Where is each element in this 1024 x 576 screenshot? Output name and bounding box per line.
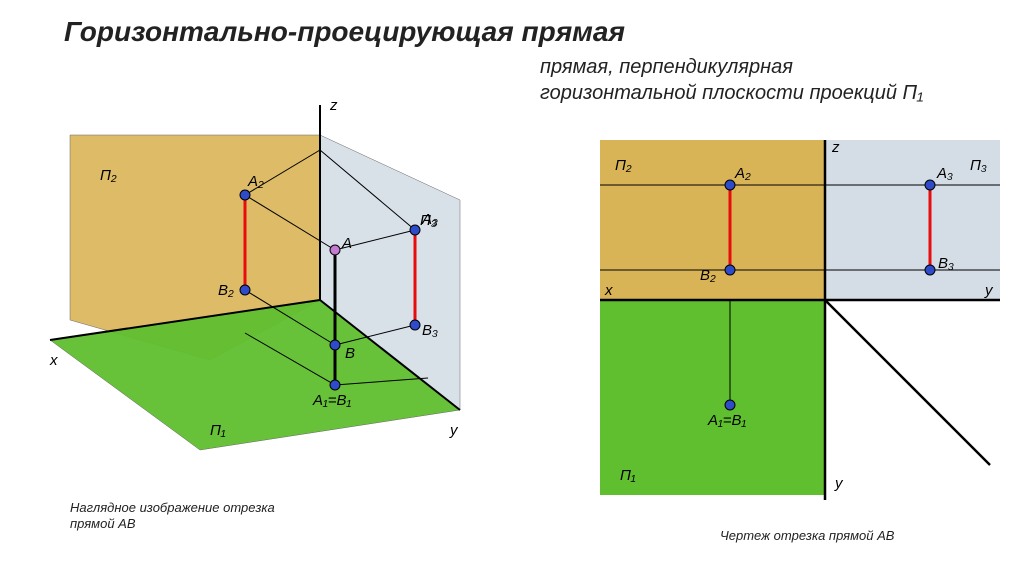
svg-text:A₁=B₁: A₁=B₁	[312, 392, 352, 409]
right-diagram: A₂A₃B₂B₃A₁=B₁П₂П₃П₁zxyy	[580, 130, 1010, 530]
left-caption-l2: прямой АВ	[70, 516, 136, 531]
svg-text:П₂: П₂	[100, 167, 117, 184]
svg-text:B: B	[345, 345, 355, 362]
svg-text:x: x	[604, 282, 613, 299]
svg-text:A: A	[341, 235, 352, 252]
svg-text:A₂: A₂	[247, 173, 264, 190]
svg-text:П₂: П₂	[615, 157, 632, 174]
svg-text:x: x	[49, 352, 58, 369]
svg-text:A₂: A₂	[734, 165, 751, 182]
svg-text:П₃: П₃	[420, 212, 437, 229]
subtitle-line1: прямая, перпендикулярная	[540, 56, 793, 79]
svg-text:П₁: П₁	[210, 422, 226, 439]
svg-text:z: z	[831, 139, 840, 156]
left-caption-l1: Наглядное изображение отрезка	[70, 500, 275, 515]
right-caption: Чертеж отрезка прямой АВ	[720, 528, 894, 543]
svg-text:y: y	[449, 422, 459, 439]
svg-text:A₃: A₃	[936, 165, 953, 182]
left-diagram: ABA₁=B₁A₂B₂A₃B₃П₂П₃П₁zxy	[30, 90, 510, 490]
svg-text:A₁=B₁: A₁=B₁	[707, 412, 747, 429]
svg-text:z: z	[329, 97, 338, 114]
svg-text:B₂: B₂	[218, 282, 234, 299]
svg-text:y: y	[834, 475, 844, 492]
page-title: Горизонтально-проецирующая прямая	[64, 16, 625, 48]
subtitle-line2: горизонтальной плоскости проекций П₁	[540, 82, 923, 105]
svg-text:B₃: B₃	[422, 322, 438, 339]
svg-text:B₂: B₂	[700, 267, 716, 284]
svg-text:B₃: B₃	[938, 255, 954, 272]
svg-text:П₃: П₃	[970, 157, 987, 174]
svg-text:П₁: П₁	[620, 467, 636, 484]
